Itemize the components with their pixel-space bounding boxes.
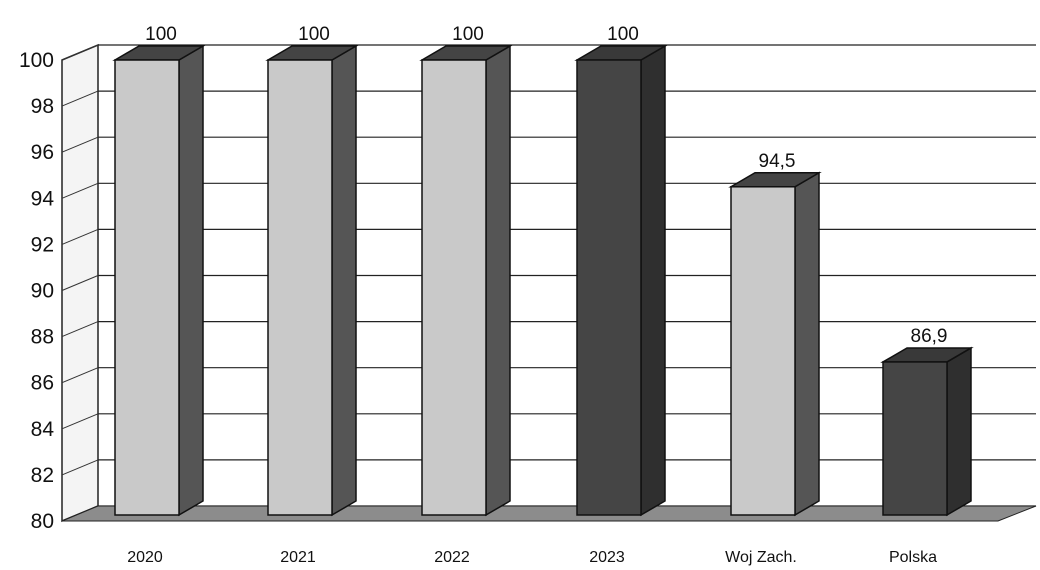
gridline-diagonal [61, 136, 99, 153]
gridline-diagonal [61, 413, 99, 430]
bar-side [178, 44, 204, 517]
y-tick-label: 90 [31, 280, 54, 303]
gridline-diagonal [61, 182, 99, 199]
bar-side [946, 346, 972, 517]
gridline-diagonal [61, 275, 99, 291]
y-tick-label: 80 [31, 510, 54, 533]
bar-side [640, 44, 666, 517]
bar-front [421, 59, 487, 516]
bar-2021 [265, 44, 359, 517]
bar-woj-zach- [728, 171, 822, 517]
grid-layer [61, 43, 1036, 523]
bar-2023 [574, 44, 668, 517]
bar-front [114, 59, 180, 516]
x-category-label: Polska [889, 549, 937, 566]
bar-polska [880, 346, 974, 517]
data-label: 100 [145, 24, 177, 45]
value-labels: 100 100 100 100 94,5 86,9 [145, 24, 947, 347]
y-tick-label: 82 [31, 464, 54, 487]
y-tick-label: 96 [31, 141, 54, 164]
gridline-diagonal [61, 321, 99, 338]
y-tick-label: 84 [31, 418, 55, 441]
data-label: 86,9 [911, 326, 948, 347]
gridline-diagonal [61, 44, 99, 61]
y-tick-label: 100 [19, 49, 54, 72]
bar-front [267, 59, 333, 516]
y-tick-label: 86 [31, 372, 54, 395]
data-label: 100 [452, 24, 484, 45]
bar-2020 [112, 44, 206, 517]
y-axis-ticks: 80 82 84 86 88 90 92 94 96 98 100 [19, 49, 54, 533]
bar-front [576, 59, 642, 516]
y-tick-label: 94 [31, 187, 55, 210]
bar-front [882, 361, 948, 516]
bar-2022 [419, 44, 513, 517]
bar-side [794, 171, 820, 517]
gridline-diagonal [61, 228, 99, 245]
data-label: 94,5 [759, 151, 796, 172]
data-label: 100 [298, 24, 330, 45]
x-category-label: 2020 [127, 549, 163, 566]
x-category-label: 2022 [434, 549, 470, 566]
y-tick-label: 92 [31, 233, 54, 256]
gridline-diagonal [61, 367, 99, 384]
data-label: 100 [607, 24, 639, 45]
y-tick-label: 98 [31, 95, 54, 118]
bar-side [331, 44, 357, 517]
x-category-label: 2021 [280, 549, 316, 566]
x-category-label: Woj Zach. [725, 549, 797, 566]
bars-layer [112, 44, 974, 517]
x-category-label: 2023 [589, 549, 625, 566]
y-tick-label: 88 [31, 326, 54, 349]
bar-side [485, 44, 511, 517]
gridline-diagonal [61, 459, 99, 476]
x-axis-categories: 2020 2021 2022 2023 Woj Zach. Polska [127, 549, 937, 566]
gridline-diagonal [61, 90, 99, 107]
bar-front [730, 186, 796, 516]
